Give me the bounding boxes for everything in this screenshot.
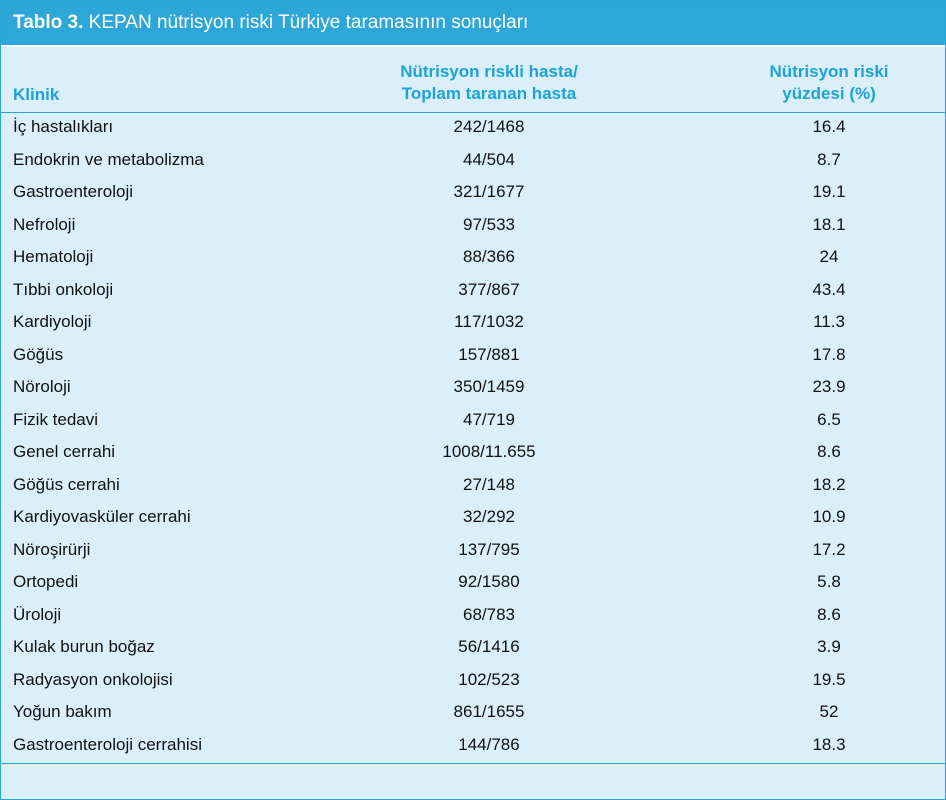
cell-klinik: Fizik tedavi — [13, 409, 99, 429]
cell-percent: 11.3 — [813, 312, 845, 331]
header-percent-line1: Nütrisyon riski — [769, 62, 889, 81]
table-row: Genel cerrahi 1008/11.655 8.6 — [1, 436, 945, 469]
cell-klinik: Radyasyon onkolojisi — [13, 669, 173, 689]
cell-klinik: Nöroşirürji — [13, 539, 91, 559]
cell-klinik: Kardiyovasküler cerrahi — [13, 507, 191, 526]
cell-percent: 6.5 — [817, 409, 841, 429]
cell-ratio: 321/1677 — [453, 182, 525, 201]
cell-percent: 24 — [819, 247, 839, 266]
cell-ratio: 377/867 — [458, 279, 520, 299]
header-ratio: Nütrisyon riskli hasta/ Toplam taranan h… — [339, 61, 639, 105]
table-row: Kardiyoloji 117/1032 11.3 — [1, 306, 945, 339]
cell-percent: 3.9 — [817, 637, 841, 656]
cell-klinik: Kardiyoloji — [13, 312, 92, 331]
table-header: Klinik Nütrisyon riskli hasta/ Toplam ta… — [1, 51, 945, 111]
cell-klinik: Tıbbi onkoloji — [13, 279, 114, 299]
cell-klinik: Göğüs — [13, 344, 64, 364]
cell-percent: 23.9 — [812, 377, 846, 396]
cell-klinik: Endokrin ve metabolizma — [13, 149, 204, 169]
header-percent-line2: yüzdesi (%) — [782, 84, 876, 103]
table-body: İç hastalıkları 242/1468 16.4 Endokrin ve m… — [1, 111, 945, 761]
table-row: Gastroenteroloji 321/1677 19.1 — [1, 176, 945, 209]
cell-klinik: Ortopedi — [13, 572, 79, 591]
cell-percent: 19.1 — [812, 182, 846, 201]
cell-ratio: 102/523 — [458, 669, 520, 689]
table-row: Tıbbi onkoloji 377/867 43.4 — [1, 274, 945, 307]
cell-klinik: Genel cerrahi — [13, 442, 116, 461]
cell-ratio: 97/533 — [463, 214, 515, 234]
table-row: Fizik tedavi 47/719 6.5 — [1, 404, 945, 437]
cell-ratio: 242/1468 — [453, 117, 525, 136]
table-row: Kulak burun boğaz 56/1416 3.9 — [1, 631, 945, 664]
cell-percent: 8.6 — [817, 442, 841, 461]
table-row: Ortopedi 92/1580 5.8 — [1, 566, 945, 599]
table-row: Göğüs cerrahi 27/148 18.2 — [1, 469, 945, 502]
cell-klinik: Gastroenteroloji cerrahisi — [13, 734, 202, 754]
cell-ratio: 157/881 — [458, 344, 520, 364]
cell-ratio: 56/1416 — [458, 637, 520, 656]
cell-ratio: 88/366 — [463, 247, 515, 266]
cell-ratio: 117/1032 — [454, 312, 524, 331]
table-row: Endokrin ve metabolizma 44/504 8.7 — [1, 144, 945, 177]
table-caption: KEPAN nütrisyon riski Türkiye taramasını… — [88, 12, 529, 33]
cell-ratio: 137/795 — [458, 539, 520, 559]
table-number: Tablo 3. — [13, 12, 84, 33]
bottom-divider — [1, 763, 945, 764]
cell-percent: 18.2 — [812, 474, 846, 494]
cell-percent: 18.1 — [812, 214, 846, 234]
table-row: Radyasyon onkolojisi 102/523 19.5 — [1, 664, 945, 697]
cell-ratio: 44/504 — [463, 149, 515, 169]
cell-percent: 19.5 — [812, 669, 846, 689]
header-ratio-line1: Nütrisyon riskli hasta/ — [400, 62, 578, 81]
table-row: Nefroloji 97/533 18.1 — [1, 209, 945, 242]
header-divider — [1, 112, 945, 113]
cell-percent: 8.6 — [817, 604, 841, 624]
cell-ratio: 861/1655 — [453, 702, 525, 721]
cell-ratio: 144/786 — [458, 734, 520, 754]
table-row: Göğüs 157/881 17.8 — [1, 339, 945, 372]
cell-klinik: Yoğun bakım — [13, 702, 112, 721]
table-row: Nöroloji 350/1459 23.9 — [1, 371, 945, 404]
cell-ratio: 350/1459 — [453, 377, 525, 396]
table-row: Üroloji 68/783 8.6 — [1, 599, 945, 632]
table-row: Yoğun bakım 861/1655 52 — [1, 696, 945, 729]
cell-ratio: 1008/11.655 — [442, 442, 536, 461]
cell-ratio: 47/719 — [463, 409, 515, 429]
cell-klinik: İç hastalıkları — [13, 117, 114, 136]
cell-klinik: Üroloji — [13, 604, 62, 624]
cell-percent: 10.9 — [812, 507, 846, 526]
cell-percent: 18.3 — [812, 734, 846, 754]
table-row: Nöroşirürji 137/795 17.2 — [1, 534, 945, 567]
cell-klinik: Gastroenteroloji — [13, 182, 134, 201]
cell-ratio: 68/783 — [463, 604, 515, 624]
cell-percent: 5.8 — [817, 572, 841, 591]
cell-klinik: Nefroloji — [13, 214, 76, 234]
cell-percent: 8.7 — [817, 149, 841, 169]
table-row: Hematoloji 88/366 24 — [1, 241, 945, 274]
table-row: Gastroenteroloji cerrahisi 144/786 18.3 — [1, 729, 945, 762]
header-klinik: Klinik — [13, 85, 60, 104]
table-row: İç hastalıkları 242/1468 16.4 — [1, 111, 945, 144]
cell-ratio: 27/148 — [463, 474, 515, 494]
table-title: Tablo 3. KEPAN nütrisyon riski Türkiye t… — [1, 1, 945, 47]
table-row: Kardiyovasküler cerrahi 32/292 10.9 — [1, 501, 945, 534]
cell-klinik: Nöroloji — [13, 377, 71, 396]
cell-klinik: Hematoloji — [13, 247, 94, 266]
cell-percent: 52 — [819, 702, 839, 721]
cell-ratio: 92/1580 — [458, 572, 520, 591]
cell-percent: 17.2 — [812, 539, 846, 559]
cell-percent: 17.8 — [812, 344, 846, 364]
cell-ratio: 32/292 — [463, 507, 515, 526]
cell-percent: 43.4 — [812, 279, 846, 299]
header-ratio-line2: Toplam taranan hasta — [401, 84, 577, 103]
cell-klinik: Göğüs cerrahi — [13, 474, 120, 494]
header-percent: Nütrisyon riski yüzdesi (%) — [679, 61, 946, 105]
cell-klinik: Kulak burun boğaz — [13, 637, 155, 656]
cell-percent: 16.4 — [812, 117, 846, 136]
